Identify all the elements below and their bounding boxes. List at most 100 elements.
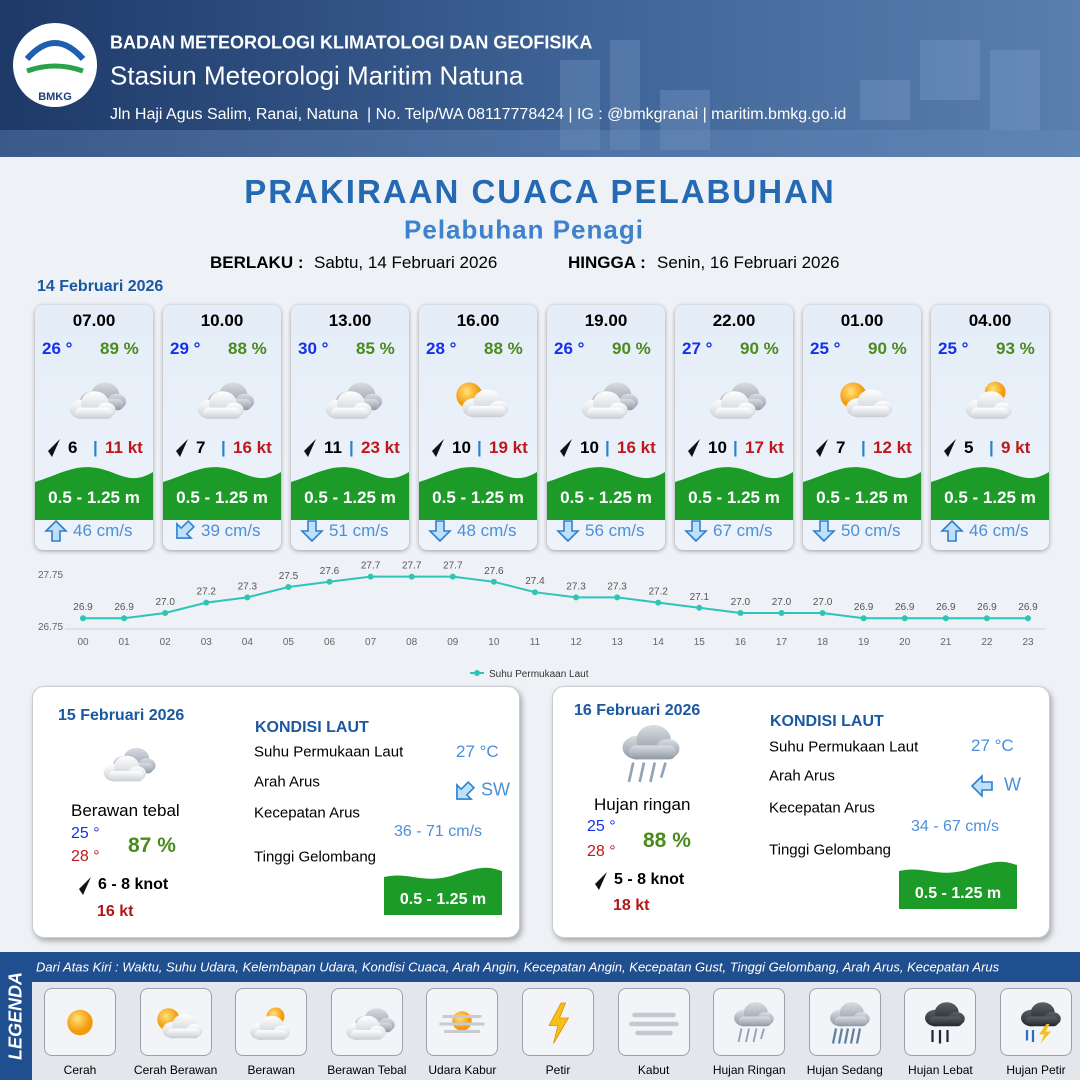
point	[655, 599, 662, 606]
separator: |	[221, 438, 226, 457]
value-label: 27.6	[320, 566, 340, 577]
weather-icon	[187, 373, 257, 425]
current-arrow	[300, 520, 324, 543]
wave-height: 0.5 - 1.25 m	[914, 885, 1002, 902]
logo-text: BMKG	[38, 91, 72, 103]
wave	[163, 467, 281, 520]
icon-shape	[840, 383, 892, 418]
value-label: 27.3	[238, 581, 258, 592]
separator: |	[93, 438, 98, 457]
x-tick-label: 04	[242, 637, 254, 648]
wave-area	[163, 467, 281, 520]
weather-icon	[955, 373, 1025, 425]
x-tick-label: 06	[324, 637, 336, 648]
current-arrow	[456, 780, 476, 800]
icon-shape	[631, 1015, 676, 1033]
forecast-card: 19.00 26 ° 90 % 10 | 16 kt 0.5 - 1.25 m 56 cm/s	[547, 305, 665, 550]
icon-shape	[710, 383, 766, 419]
field-label: Tinggi Gelombang	[254, 848, 377, 866]
point	[983, 615, 990, 622]
weather-icon	[699, 373, 769, 425]
value-label: 26.9	[936, 602, 956, 613]
logo-wave	[26, 63, 84, 74]
x-tick-label: 15	[694, 637, 706, 648]
current-arrow	[970, 774, 993, 798]
legend-label: Hujan Ringan	[712, 1063, 786, 1077]
wave-height: 0.5 - 1.25 m	[399, 891, 487, 908]
wave	[35, 467, 153, 520]
arrow	[554, 439, 572, 457]
gust: 23 kt	[361, 438, 400, 457]
wave-area	[35, 467, 153, 520]
value-label: 27.5	[279, 571, 299, 582]
day-panel: 16 Februari 2026 Hujan ringan 25 ° 28 ° 88 %…	[552, 686, 1050, 938]
humidity: 90 %	[740, 339, 779, 358]
separator: |	[733, 438, 738, 457]
y-tick-label: 27.75	[38, 570, 63, 581]
contact: Jln Haji Agus Salim, Ranai, Natuna | No.…	[110, 106, 847, 123]
weather-icon	[528, 1000, 588, 1045]
wave	[291, 467, 409, 520]
value-label: 26.9	[854, 602, 874, 613]
weather-icon	[91, 739, 161, 787]
x-tick-label: 03	[201, 637, 213, 648]
floor	[0, 130, 1080, 157]
temp-max: 28 °	[587, 843, 616, 860]
wave-height: 0.5 - 1.25 m	[816, 488, 908, 507]
sst: 27 °C	[971, 736, 1014, 755]
humidity: 93 %	[996, 339, 1035, 358]
current-direction: W	[1004, 774, 1021, 795]
separator: |	[477, 438, 482, 457]
icon-shape	[104, 748, 156, 782]
point	[819, 610, 826, 616]
wind-arrow	[73, 877, 91, 895]
current-speed: 46 cm/s	[73, 521, 133, 540]
value-label: 27.2	[197, 587, 217, 598]
scenery	[990, 50, 1040, 130]
field-label: Tinggi Gelombang	[769, 841, 892, 859]
current-speed: 48 cm/s	[457, 521, 517, 540]
gust: 19 kt	[489, 438, 528, 457]
arrow	[556, 520, 580, 543]
wave-height: 0.5 - 1.25 m	[688, 488, 780, 507]
header-scene	[0, 40, 1080, 157]
humidity: 89 %	[100, 339, 139, 358]
value-label: 27.3	[607, 581, 627, 592]
point	[162, 610, 169, 616]
x-tick-label: 13	[612, 637, 624, 648]
point	[408, 573, 415, 580]
x-tick-label: 00	[77, 637, 89, 648]
point	[614, 594, 621, 601]
gust: 16 kt	[97, 903, 134, 920]
wave	[384, 867, 502, 915]
arrow	[589, 872, 607, 890]
legend-top	[32, 952, 1080, 982]
field-label: Kecepatan Arus	[254, 804, 360, 822]
current-arrow	[556, 520, 580, 543]
validity-label: HINGGA :	[568, 253, 646, 272]
wind-arrow	[938, 439, 956, 457]
legend-strip	[0, 952, 32, 1080]
point	[367, 573, 374, 580]
legend-label: Cerah Berawan	[133, 1063, 218, 1077]
value-label: 27.6	[484, 566, 504, 577]
wind-speed: 5 - 8 knot	[614, 871, 685, 888]
icon-shape	[734, 1002, 774, 1042]
arrow	[684, 520, 708, 543]
time: 04.00	[968, 311, 1012, 330]
wind-arrow	[554, 439, 572, 457]
gust: 9 kt	[1001, 438, 1031, 457]
x-tick-label: 19	[858, 637, 870, 648]
weather-icon	[315, 373, 385, 425]
validity-date: Senin, 16 Februari 2026	[657, 253, 840, 272]
gust: 12 kt	[873, 438, 912, 457]
time: 19.00	[584, 311, 628, 330]
time: 13.00	[328, 311, 372, 330]
value-label: 27.3	[566, 581, 586, 592]
wave-area	[547, 467, 665, 520]
wind-arrow	[298, 439, 316, 457]
legend-description: Dari Atas Kiri : Waktu, Suhu Udara, Kele…	[36, 959, 1000, 975]
weather-icon	[827, 373, 897, 425]
arrow	[938, 439, 956, 457]
gust: 11 kt	[105, 438, 143, 457]
